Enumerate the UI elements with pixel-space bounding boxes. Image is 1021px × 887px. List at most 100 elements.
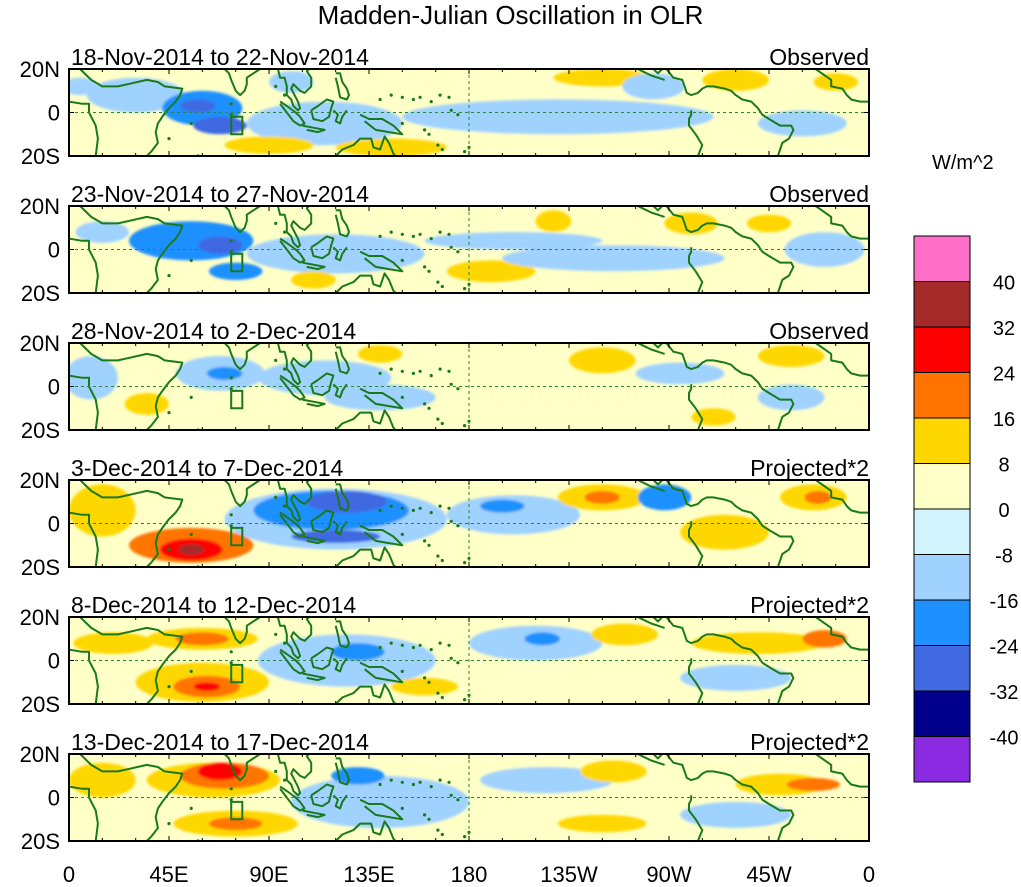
- coastline: [652, 343, 795, 430]
- island-marker: [411, 508, 415, 512]
- coastline: [334, 272, 397, 293]
- coastline: [302, 398, 326, 408]
- island-marker: [429, 510, 433, 515]
- island-marker: [449, 519, 453, 523]
- island-marker: [423, 265, 427, 269]
- coastline: [310, 509, 335, 534]
- island-marker: [447, 232, 451, 236]
- anomaly-blob: [680, 801, 792, 828]
- island-marker: [440, 284, 444, 289]
- colorbar-label: 32: [993, 318, 1015, 340]
- y-tick-label: 20N: [20, 468, 60, 493]
- coastline: [332, 383, 348, 399]
- island-marker: [449, 793, 453, 797]
- x-tick-label: 90W: [646, 862, 691, 887]
- island-marker: [427, 817, 431, 821]
- island-marker: [400, 669, 404, 674]
- island-marker: [429, 648, 433, 652]
- anomaly-blob: [73, 632, 154, 654]
- island-marker: [449, 656, 453, 660]
- island-marker: [389, 367, 393, 371]
- reference-box: [230, 115, 244, 136]
- y-tick-label: 20S: [21, 692, 60, 717]
- anomaly-blob: [177, 544, 205, 555]
- island-marker: [418, 643, 422, 647]
- island-marker: [378, 97, 382, 102]
- anomaly-blob: [702, 69, 769, 91]
- coastline: [310, 646, 335, 671]
- island-marker: [400, 95, 404, 99]
- anomaly-blob: [180, 99, 216, 113]
- colorbar-swatch: [913, 281, 971, 328]
- chart-title: Madden-Julian Oscillation in OLR: [317, 0, 704, 30]
- anomaly-blob: [664, 212, 718, 235]
- coastline: [688, 247, 704, 293]
- coastline: [79, 617, 184, 704]
- coastline: [637, 480, 665, 492]
- coastline: [334, 546, 397, 567]
- anomaly-blob: [757, 110, 847, 137]
- island-marker: [438, 641, 442, 645]
- island-marker: [456, 387, 460, 391]
- island-marker: [427, 406, 431, 410]
- island-marker: [400, 232, 404, 236]
- island-marker: [429, 100, 433, 104]
- colorbar-label: 0: [998, 500, 1009, 522]
- panel-4-map: [69, 480, 869, 567]
- anomaly-blob: [524, 632, 561, 646]
- island-marker: [189, 121, 193, 125]
- coastline: [652, 617, 795, 704]
- island-marker: [229, 798, 233, 802]
- anomaly-blob: [446, 495, 581, 535]
- anomaly-blob: [637, 484, 692, 511]
- anomaly-blob: [324, 384, 436, 411]
- anomaly-blob: [784, 232, 865, 267]
- island-marker: [447, 780, 451, 784]
- island-marker: [274, 358, 278, 362]
- y-tick-label: 20S: [21, 144, 60, 169]
- panel-type-label: Projected*2: [750, 455, 869, 481]
- coastline: [815, 754, 869, 788]
- island-marker: [378, 508, 382, 512]
- anomaly-blob: [209, 817, 263, 831]
- anomaly-blob: [246, 234, 425, 274]
- coastline: [276, 754, 313, 797]
- coastline: [215, 617, 261, 645]
- island-marker: [189, 395, 193, 399]
- panel-6: 20N 0 20S 13-Dec-2014 to 17-Dec-2014 Project…: [20, 729, 870, 854]
- y-tick-label: 20S: [21, 418, 60, 443]
- y-tick-label: 20N: [20, 742, 60, 767]
- anomaly-blob: [802, 630, 847, 648]
- anomaly-blob: [206, 366, 243, 380]
- anomaly-blob: [691, 632, 825, 654]
- panel-6-map: [69, 754, 869, 841]
- island-marker: [400, 506, 404, 510]
- anomaly-blob: [569, 347, 636, 374]
- coastline: [332, 520, 348, 536]
- panel-date-range: 28-Nov-2014 to 2-Dec-2014: [71, 318, 356, 344]
- anomaly-blob: [535, 210, 572, 233]
- coastline: [279, 785, 306, 812]
- island-marker: [400, 258, 404, 262]
- colorbar-swatch: [913, 463, 971, 510]
- island-marker: [447, 643, 451, 647]
- anomaly-blob: [291, 271, 336, 289]
- island-marker: [449, 245, 453, 249]
- y-tick-label: 20N: [20, 194, 60, 219]
- panel-type-label: Observed: [769, 44, 869, 70]
- island-marker: [418, 780, 422, 784]
- x-tick-label: 0: [63, 862, 75, 887]
- anomaly-blob: [680, 664, 792, 691]
- anomaly-blob: [446, 260, 536, 283]
- island-marker: [229, 387, 233, 391]
- coastline: [652, 480, 795, 567]
- island-marker: [463, 287, 467, 291]
- y-tick-label: 0: [48, 375, 60, 400]
- island-marker: [400, 395, 404, 399]
- colorbar-label: -16: [990, 591, 1019, 613]
- island-marker: [189, 806, 193, 811]
- anomaly-blob: [557, 814, 647, 833]
- panel-type-label: Observed: [769, 181, 869, 207]
- island-marker: [456, 524, 460, 528]
- colorbar-swatch: [913, 599, 971, 646]
